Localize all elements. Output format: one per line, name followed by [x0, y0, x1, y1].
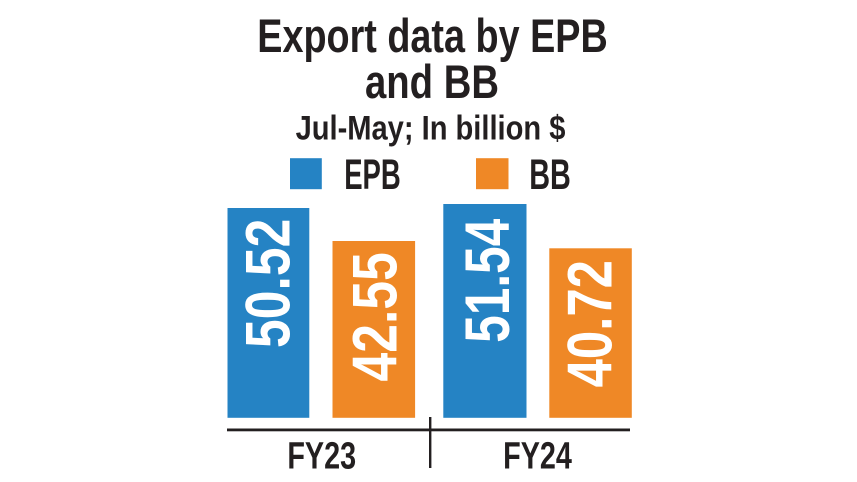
svg-text:EPB: EPB: [344, 150, 401, 199]
svg-text:Jul-May; In billion $: Jul-May; In billion $: [296, 108, 566, 147]
svg-text:and BB: and BB: [365, 56, 499, 109]
svg-text:FY24: FY24: [503, 435, 572, 478]
svg-text:FY23: FY23: [287, 435, 356, 478]
svg-text:BB: BB: [529, 150, 571, 198]
svg-text:42.55: 42.55: [341, 252, 411, 381]
svg-text:51.54: 51.54: [453, 218, 523, 342]
svg-text:50.52: 50.52: [234, 219, 304, 348]
svg-text:40.72: 40.72: [555, 260, 625, 387]
svg-text:Export data by EPB: Export data by EPB: [257, 10, 608, 63]
